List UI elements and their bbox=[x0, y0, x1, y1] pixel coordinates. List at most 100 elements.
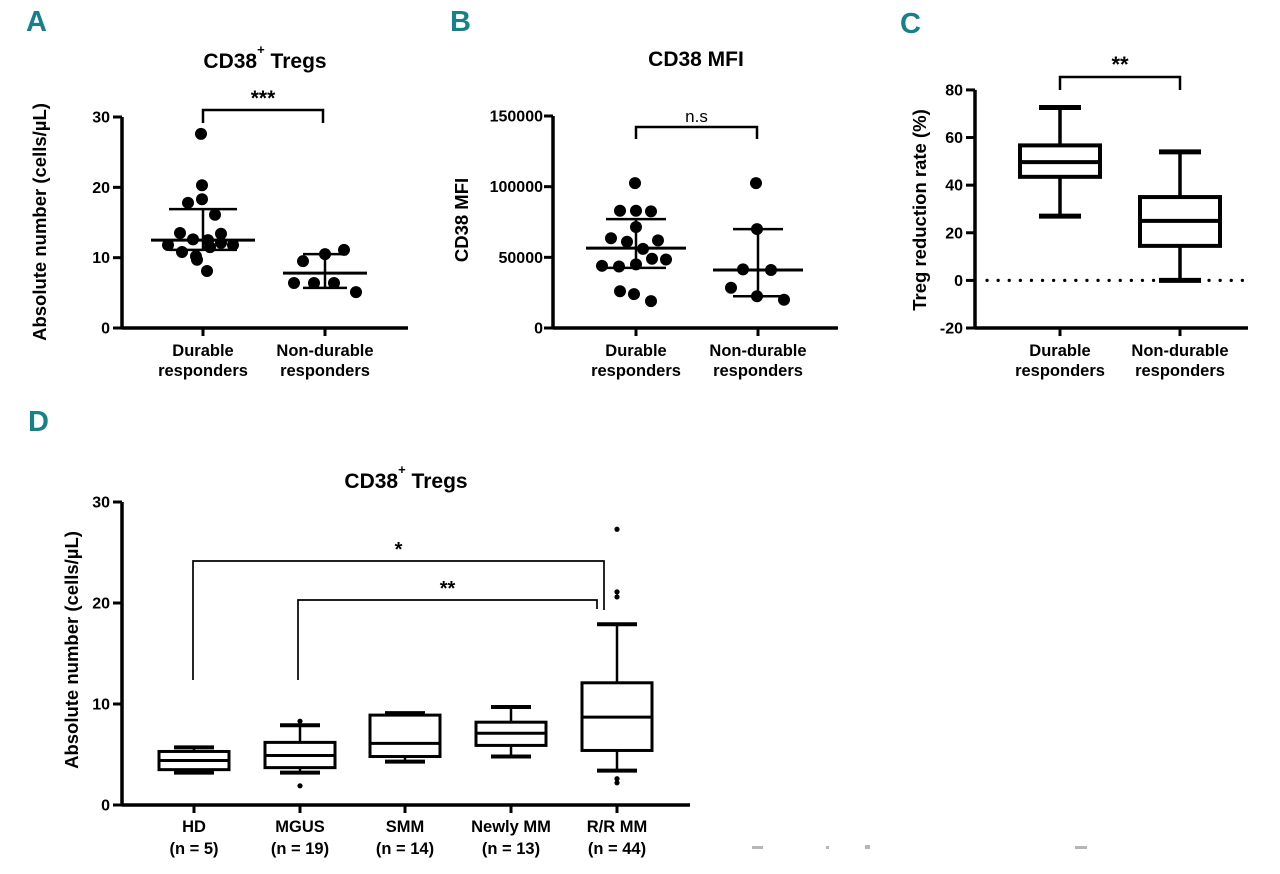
category-label-line2: responders bbox=[1015, 362, 1105, 380]
significance-bracket bbox=[192, 560, 605, 680]
data-point bbox=[201, 265, 213, 278]
y-tick-label: 50000 bbox=[499, 250, 544, 267]
panel-a-title-sup: + bbox=[257, 42, 265, 58]
data-point bbox=[660, 253, 672, 266]
y-tick-label: 0 bbox=[101, 321, 110, 338]
y-tick-label: 100000 bbox=[490, 179, 543, 196]
data-point bbox=[176, 246, 188, 259]
data-point bbox=[187, 233, 199, 246]
data-point bbox=[297, 255, 309, 268]
data-point bbox=[725, 281, 737, 294]
panel-c-plot: -20 0 20 40 60 80 ** Durable responders Non-durab… bbox=[940, 52, 1248, 380]
significance-label: ** bbox=[440, 578, 456, 600]
data-point bbox=[319, 248, 331, 261]
category-label-line1: Non-durable bbox=[1131, 342, 1228, 360]
category-label-line2: responders bbox=[591, 362, 681, 380]
data-point bbox=[204, 241, 216, 254]
outlier-point bbox=[614, 776, 620, 782]
panel-a-label: A bbox=[26, 6, 47, 38]
significance-label: * bbox=[395, 539, 403, 561]
data-point bbox=[596, 259, 608, 272]
category-label-line2: (n = 5) bbox=[169, 840, 218, 858]
outlier-point bbox=[614, 589, 620, 595]
significance-bracket bbox=[297, 599, 598, 680]
panel-c-yaxis-title-text: Treg reduction rate (%) bbox=[909, 109, 930, 311]
y-tick-label: 150000 bbox=[490, 109, 543, 126]
data-point bbox=[737, 263, 749, 276]
data-point bbox=[613, 260, 625, 273]
y-tick-label: 10 bbox=[92, 697, 110, 714]
faint-artifact bbox=[865, 845, 870, 849]
category-label-line1: Durable bbox=[172, 342, 233, 360]
data-point bbox=[338, 243, 350, 256]
data-point bbox=[630, 220, 642, 233]
data-point bbox=[196, 179, 208, 192]
panel-a-title: CD38+ Tregs bbox=[100, 42, 430, 74]
category-label-line2: responders bbox=[713, 362, 803, 380]
data-point bbox=[162, 239, 174, 252]
data-point bbox=[646, 252, 658, 265]
data-point bbox=[174, 227, 186, 240]
panel-c-label: C bbox=[900, 8, 921, 40]
panel-d-yaxis-title-text: Absolute number (cells/µL) bbox=[61, 531, 82, 769]
data-point bbox=[630, 258, 642, 271]
outlier-point bbox=[614, 526, 620, 532]
data-point bbox=[765, 264, 777, 277]
data-point bbox=[629, 177, 641, 190]
data-point bbox=[350, 286, 362, 299]
category-label-line1: Durable bbox=[605, 342, 666, 360]
panel-b-yaxis-title-text: CD38 MFI bbox=[451, 177, 472, 263]
y-tick-label: -20 bbox=[940, 321, 963, 338]
data-point bbox=[637, 242, 649, 255]
y-tick-label: 80 bbox=[945, 82, 963, 99]
data-point bbox=[778, 293, 790, 306]
significance-bracket bbox=[201, 108, 325, 123]
faint-artifact bbox=[826, 846, 829, 849]
panel-d-title: CD38+ Tregs bbox=[240, 462, 572, 494]
data-point bbox=[191, 253, 203, 266]
significance-label: ** bbox=[1111, 52, 1129, 77]
category-label-line1: MGUS bbox=[275, 818, 325, 836]
data-point bbox=[227, 239, 239, 252]
panel-b-plot: 0 50000 100000 150000 n.s Durable responders No… bbox=[490, 107, 838, 380]
category-label-line1: Non-durable bbox=[276, 342, 373, 360]
y-tick-label: 30 bbox=[92, 110, 110, 127]
category-label-line2: responders bbox=[158, 362, 248, 380]
panel-b-title: CD38 MFI bbox=[648, 48, 744, 71]
category-label-line2: (n = 13) bbox=[482, 840, 540, 858]
y-tick-label: 40 bbox=[945, 178, 963, 195]
category-label-line1: HD bbox=[182, 818, 206, 836]
data-point bbox=[630, 204, 642, 217]
data-point bbox=[645, 295, 657, 308]
faint-artifact bbox=[1075, 846, 1087, 849]
y-tick-label: 0 bbox=[101, 798, 110, 815]
y-tick-label: 10 bbox=[92, 250, 110, 267]
significance-label: *** bbox=[251, 87, 276, 110]
data-point bbox=[195, 127, 207, 140]
panel-a-title-base: CD38 bbox=[203, 50, 258, 73]
data-point bbox=[614, 285, 626, 298]
data-point bbox=[621, 235, 633, 248]
data-point bbox=[196, 193, 208, 206]
y-tick-label: 0 bbox=[534, 321, 543, 338]
category-label-line2: (n = 44) bbox=[588, 840, 646, 858]
category-label-line1: Durable bbox=[1029, 342, 1090, 360]
outlier-point bbox=[297, 783, 303, 789]
y-tick-label: 20 bbox=[945, 225, 963, 242]
category-label-line1: Newly MM bbox=[471, 818, 551, 836]
data-point bbox=[215, 236, 227, 249]
data-point bbox=[751, 290, 763, 303]
data-point bbox=[328, 276, 340, 289]
category-label-line2: (n = 14) bbox=[376, 840, 434, 858]
category-label-line2: responders bbox=[1135, 362, 1225, 380]
panel-d-title-base: CD38 bbox=[344, 470, 399, 493]
panel-d-label: D bbox=[28, 406, 49, 438]
data-point bbox=[182, 196, 194, 209]
data-point bbox=[645, 205, 657, 218]
panel-d-title-sup: + bbox=[398, 462, 406, 478]
significance-bracket bbox=[1058, 75, 1182, 90]
significance-bracket bbox=[634, 125, 759, 139]
